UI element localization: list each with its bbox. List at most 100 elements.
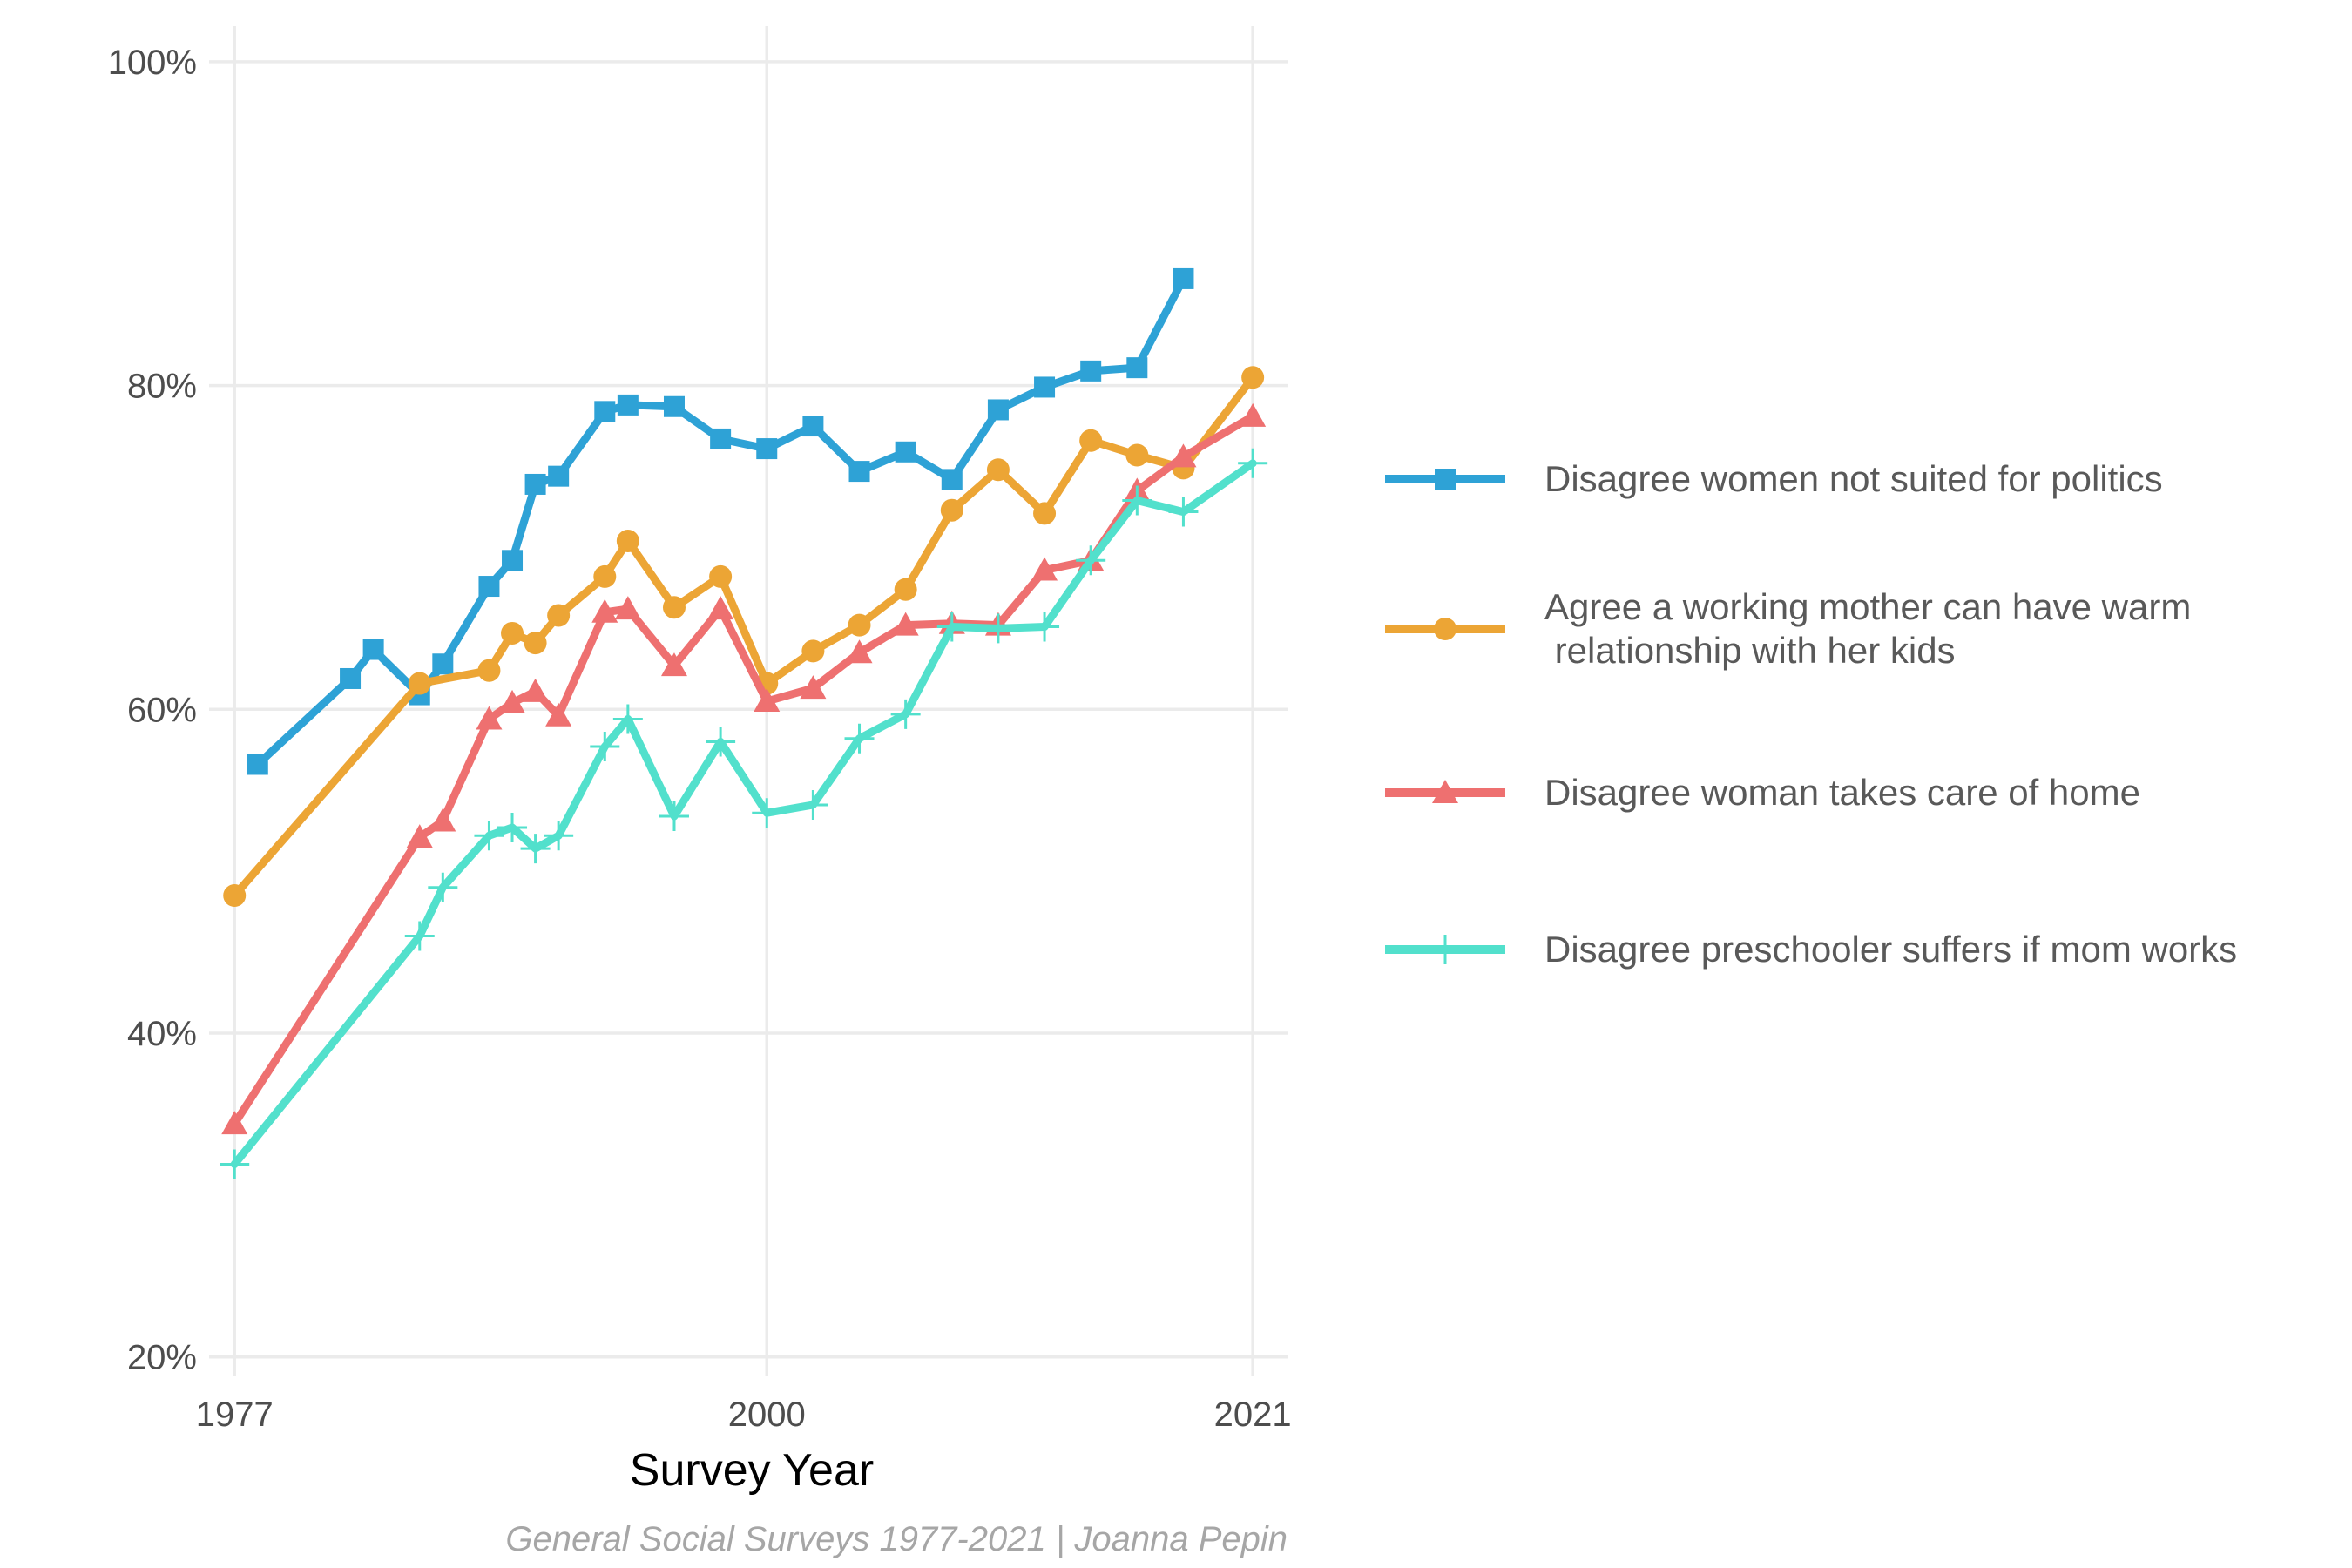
series-disagree-preschooler-suffers-if: [220, 448, 1268, 1179]
data-point: [476, 706, 503, 730]
data-point: [502, 550, 524, 571]
data-point: [612, 704, 643, 734]
data-point: [477, 659, 501, 682]
data-point: [340, 667, 362, 689]
data-point: [474, 821, 504, 851]
data-point: [710, 428, 732, 449]
x-axis-title: Survey Year: [630, 1445, 874, 1496]
data-point: [429, 808, 456, 832]
legend-label: Disagree woman takes care of home: [1544, 772, 2140, 813]
chart-caption: General Social Surveys 1977-2021 | Joann…: [505, 1520, 1288, 1558]
data-point: [247, 754, 268, 775]
y-tick-label: 20%: [127, 1339, 197, 1377]
data-point: [545, 702, 572, 727]
series-lines: [220, 267, 1268, 1179]
data-point: [663, 395, 685, 417]
legend-item-agree-a-working-mother: Agree a working mother can have warm rel…: [1385, 586, 2191, 671]
data-point: [1031, 557, 1058, 581]
x-tick-label: 2000: [728, 1396, 806, 1434]
data-point: [941, 469, 963, 490]
data-point: [1076, 545, 1106, 576]
data-point: [548, 465, 570, 487]
y-tick-label: 100%: [108, 44, 197, 82]
data-point: [544, 821, 574, 851]
x-tick-label: 1977: [196, 1396, 274, 1434]
data-point: [895, 441, 916, 463]
data-point: [706, 727, 736, 757]
series-line-disagree-preschooler-suffers-if: [230, 459, 1257, 1168]
data-point: [709, 564, 733, 588]
data-point: [524, 473, 546, 495]
data-point: [1168, 497, 1199, 527]
series-disagree-women-not-suited: [247, 267, 1194, 775]
data-point: [594, 401, 616, 422]
data-point: [754, 688, 781, 712]
data-point: [432, 653, 454, 675]
y-tick-label: 80%: [127, 368, 197, 406]
data-point: [662, 596, 686, 619]
data-point: [798, 789, 828, 820]
data-point: [1238, 448, 1268, 478]
data-point: [1126, 357, 1148, 379]
data-point: [890, 699, 921, 729]
data-point: [1079, 429, 1103, 452]
data-point: [362, 639, 384, 660]
data-point: [478, 576, 500, 598]
y-tick-label: 60%: [127, 691, 197, 729]
data-point: [846, 639, 873, 664]
data-point: [404, 921, 435, 951]
series-line-agree-a-working-mother: [230, 373, 1257, 900]
data-point: [1240, 402, 1267, 427]
grid-lines: [209, 26, 1288, 1376]
legend-label: Disagree women not suited for politics: [1544, 458, 2163, 499]
data-point: [1034, 376, 1056, 398]
data-point: [802, 416, 824, 437]
data-point: [406, 824, 433, 848]
legend-key-marker: [1435, 469, 1456, 490]
legend-item-disagree-women-not-suited: Disagree women not suited for politics: [1385, 458, 2163, 499]
data-point: [220, 1149, 250, 1179]
data-point: [1030, 612, 1060, 642]
data-point: [522, 678, 549, 702]
data-point: [1173, 267, 1194, 289]
data-point: [752, 798, 782, 828]
x-tick-label: 2021: [1214, 1396, 1292, 1434]
legend-key-marker: [1430, 935, 1460, 964]
data-point: [223, 884, 247, 908]
data-point: [894, 578, 917, 601]
legend-label: Agree a working mother can have warm rel…: [1544, 586, 2191, 671]
data-point: [800, 675, 827, 700]
data-point: [501, 621, 524, 645]
data-point: [1125, 443, 1149, 467]
data-point: [660, 652, 687, 677]
data-point: [614, 596, 641, 620]
data-point: [1080, 360, 1102, 382]
data-point: [756, 438, 778, 460]
data-point: [892, 612, 919, 636]
legend-item-disagree-woman-takes-care: Disagree woman takes care of home: [1385, 772, 2140, 813]
data-point: [986, 458, 1010, 482]
data-point: [617, 394, 639, 416]
data-point: [1170, 443, 1197, 468]
data-point: [844, 723, 875, 754]
data-point: [590, 732, 620, 762]
data-point: [801, 639, 825, 663]
data-point: [520, 834, 551, 864]
data-point: [497, 812, 528, 842]
legend-label: Disagree preschooler suffers if mom work…: [1544, 929, 2237, 970]
data-point: [428, 872, 458, 902]
data-point: [616, 530, 639, 553]
data-point: [940, 498, 963, 522]
data-point: [547, 604, 571, 627]
data-point: [848, 461, 870, 483]
data-point: [1122, 485, 1152, 516]
legend: Disagree women not suited for politics Ag…: [1385, 458, 2237, 970]
series-line-disagree-woman-takes-care: [230, 412, 1257, 1128]
axis-tick-labels: 20% 40% 60% 80% 100% 1977 2000 2021: [108, 44, 1292, 1434]
data-point: [983, 613, 1013, 644]
legend-key-marker: [1434, 618, 1456, 640]
data-point: [221, 1111, 248, 1135]
series-disagree-woman-takes-care: [221, 402, 1267, 1135]
